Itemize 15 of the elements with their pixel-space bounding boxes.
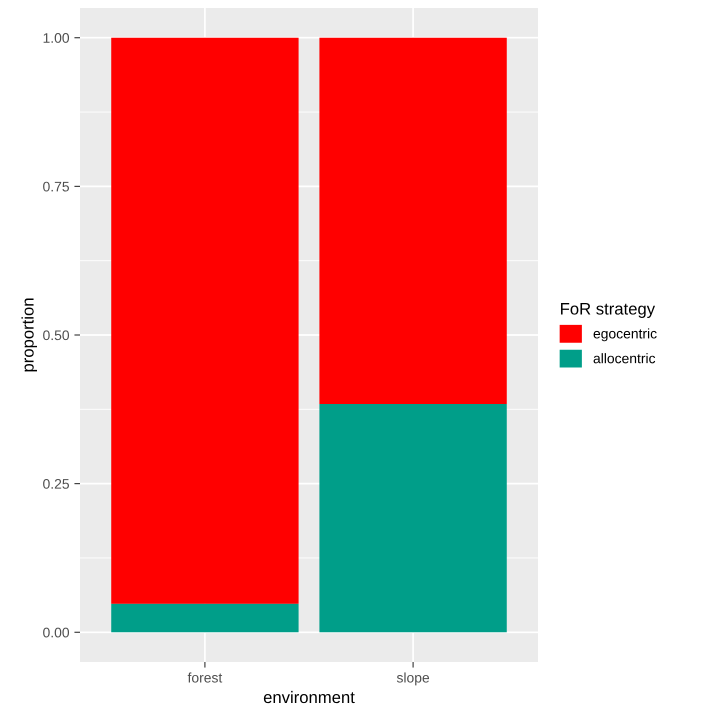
y-tick-label: 1.00 xyxy=(44,33,70,43)
bar xyxy=(111,604,299,632)
x-tick-label: forest xyxy=(188,672,222,683)
y-tick-label: 0.25 xyxy=(43,478,70,489)
legend-label: allocentric xyxy=(594,353,656,364)
legend-label: egocentric xyxy=(594,328,657,342)
y-axis-title: proportion xyxy=(21,298,37,372)
y-tick-label: 0.00 xyxy=(43,628,70,638)
legend-title: FoR strategy xyxy=(561,303,656,318)
bar xyxy=(319,38,507,404)
x-axis-title: environment xyxy=(264,690,355,704)
bar xyxy=(319,404,507,632)
y-tick-label: 0.75 xyxy=(43,182,70,192)
x-tick-label: slope xyxy=(396,672,430,686)
y-tick-label: 0.50 xyxy=(43,330,70,340)
